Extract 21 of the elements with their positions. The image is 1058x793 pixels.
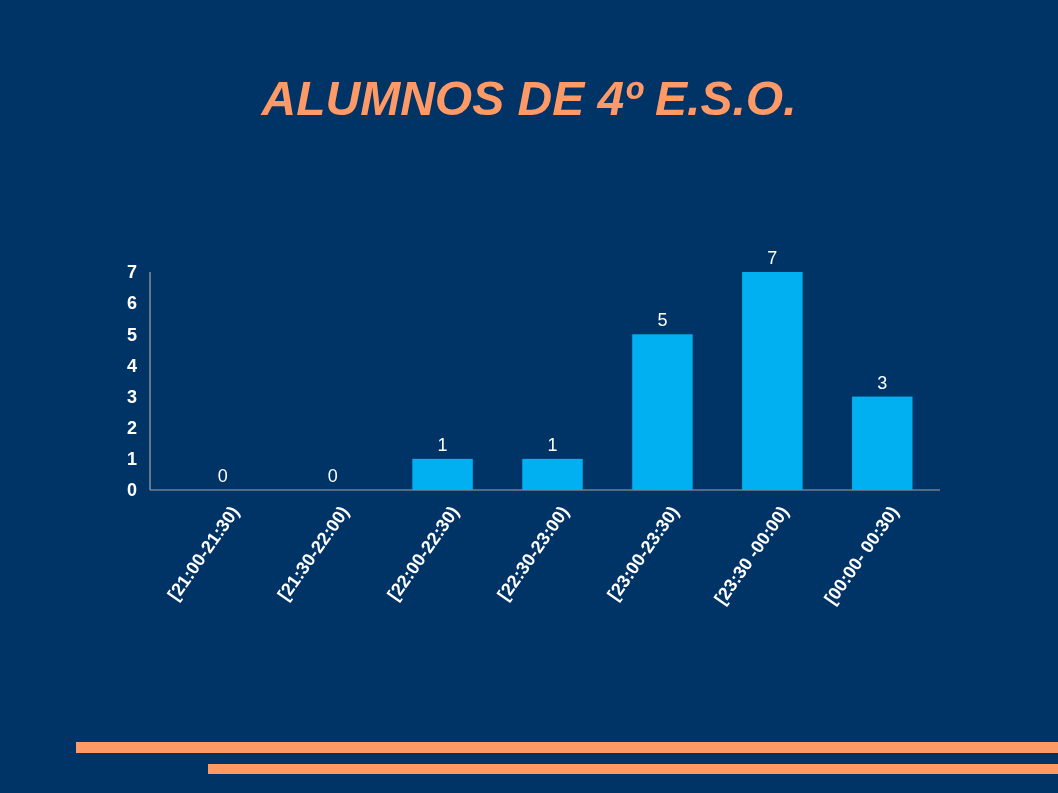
y-tick-label: 1 [126, 449, 137, 470]
data-label: 0 [217, 466, 228, 486]
y-tick-label: 3 [126, 386, 137, 407]
data-label: 1 [437, 434, 448, 455]
data-label: 7 [767, 248, 778, 268]
bar [522, 458, 583, 490]
data-label: 3 [877, 372, 888, 393]
data-label: 1 [547, 434, 558, 455]
y-tick-label: 0 [126, 480, 137, 501]
bar [632, 334, 693, 490]
bar [742, 272, 803, 490]
bar [852, 396, 913, 490]
y-tick-label: 2 [126, 418, 137, 439]
data-label: 5 [657, 310, 668, 331]
y-tick-label: 5 [126, 324, 137, 345]
bar [412, 458, 473, 490]
y-tick-label: 7 [126, 262, 137, 283]
y-tick-label: 4 [126, 355, 137, 376]
chart-title: ALUMNOS DE 4º E.S.O. [260, 72, 797, 125]
y-tick-label: 6 [126, 293, 137, 314]
data-label: 0 [327, 466, 338, 486]
